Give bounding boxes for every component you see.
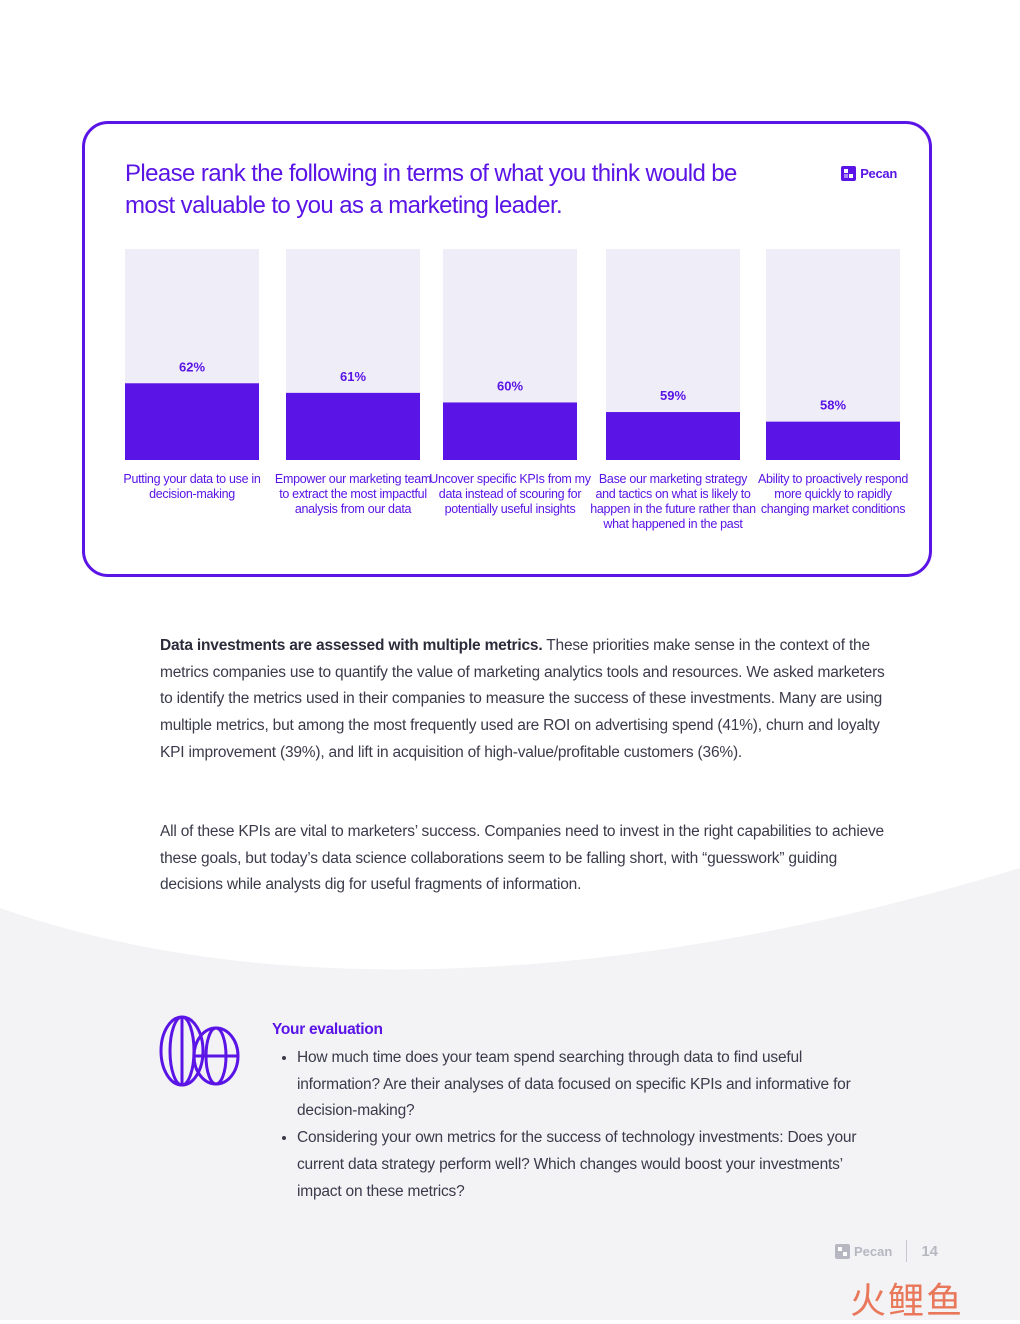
category-label: Ability to proactively respond more quic… bbox=[757, 472, 909, 516]
data-label: 60% bbox=[497, 378, 523, 393]
evaluation-list: How much time does your team spend searc… bbox=[277, 1045, 857, 1205]
data-label: 62% bbox=[179, 359, 205, 374]
bar bbox=[125, 383, 259, 460]
evaluation-item: Considering your own metrics for the suc… bbox=[297, 1125, 857, 1205]
pecan-logo-text: Pecan bbox=[860, 166, 897, 181]
bar-chart: 62% 61% 60% 59% 58% bbox=[125, 249, 900, 460]
chart-card: Please rank the following in terms of wh… bbox=[82, 121, 932, 577]
page-number: 14 bbox=[921, 1242, 938, 1260]
data-label: 61% bbox=[340, 369, 366, 384]
evaluation-item: How much time does your team spend searc… bbox=[297, 1045, 857, 1125]
category-label: Empower our marketing team to extract th… bbox=[274, 472, 432, 516]
footer-logo-text: Pecan bbox=[854, 1243, 893, 1259]
data-label: 58% bbox=[820, 398, 846, 413]
evaluation-heading: Your evaluation bbox=[272, 1021, 383, 1038]
body-paragraph-1-lead: Data investments are assessed with multi… bbox=[160, 637, 543, 654]
body-paragraph-1-text: These priorities make sense in the conte… bbox=[160, 637, 885, 761]
bar bbox=[606, 412, 740, 460]
bar bbox=[286, 392, 420, 460]
category-label: Putting your data to use in decision-mak… bbox=[123, 472, 261, 501]
category-label: Uncover specific KPIs from my data inste… bbox=[429, 472, 591, 516]
bar bbox=[443, 402, 577, 460]
footer-logo: Pecan bbox=[835, 1243, 893, 1259]
globe-icon bbox=[159, 1015, 240, 1087]
pecan-logo-icon bbox=[835, 1243, 850, 1259]
pecan-logo-icon bbox=[841, 166, 857, 181]
data-label: 59% bbox=[660, 388, 686, 403]
footer-divider bbox=[906, 1240, 908, 1262]
body-paragraph-1: Data investments are assessed with multi… bbox=[160, 633, 890, 767]
pecan-logo: Pecan bbox=[841, 166, 897, 181]
category-label: Base our marketing strategy and tactics … bbox=[590, 472, 756, 531]
bar bbox=[766, 421, 900, 460]
body-paragraph-2: All of these KPIs are vital to marketers… bbox=[160, 823, 884, 894]
watermark: 火鲤鱼 bbox=[850, 1281, 965, 1322]
footer: Pecan 14 bbox=[835, 1240, 938, 1262]
chart-title: Please rank the following in terms of wh… bbox=[125, 160, 737, 219]
